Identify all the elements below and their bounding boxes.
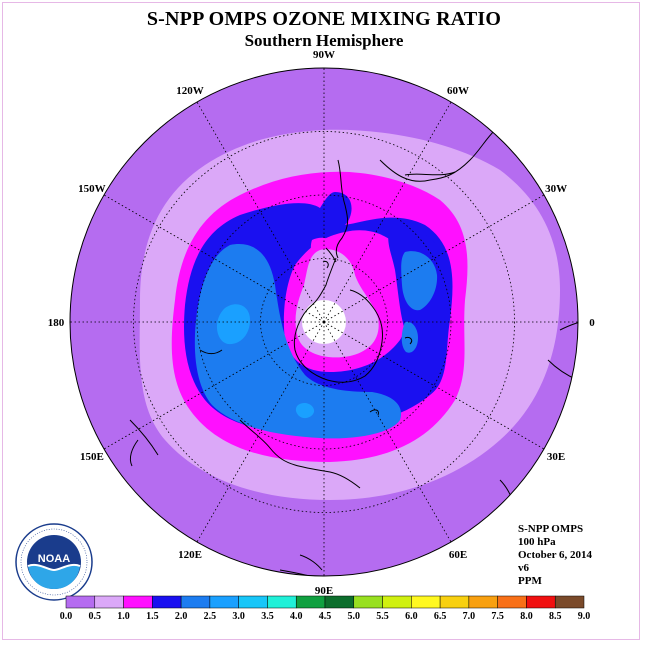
metadata-block: S-NPP OMPS 100 hPa October 6, 2014 v6 PP… [518, 523, 592, 588]
color-scale-tick: 3.5 [261, 611, 274, 622]
color-scale-tick: 7.0 [463, 611, 476, 622]
color-swatch [382, 595, 412, 609]
color-scale-tick: 7.5 [491, 611, 504, 622]
color-swatch [267, 595, 297, 609]
date-label: October 6, 2014 [518, 549, 593, 561]
color-swatch [123, 595, 153, 609]
band-2.5-3.0-south [295, 402, 315, 419]
latitude-circle [196, 194, 452, 450]
longitude-label: 30E [547, 451, 565, 463]
color-swatch [554, 595, 585, 609]
coast-south-america [335, 129, 496, 259]
color-scale-tick: 6.0 [405, 611, 418, 622]
color-swatch [324, 595, 355, 609]
color-swatch [526, 595, 556, 609]
color-swatch [65, 595, 96, 609]
coast-antarctica [293, 289, 383, 383]
coast-antarctic-peninsula [311, 247, 337, 306]
graticule [70, 68, 578, 576]
color-scale-tick: 2.0 [175, 611, 188, 622]
longitude-label: 30W [545, 183, 567, 195]
color-scale-tick: 0.5 [89, 611, 102, 622]
map-title: S-NPP OMPS OZONE MIXING RATIO [146, 8, 502, 30]
longitude-label: 150W [78, 183, 106, 195]
map-boundary [69, 67, 579, 577]
color-scale-tick: 1.5 [146, 611, 159, 622]
color-swatch [180, 595, 211, 609]
longitude-label: 90E [315, 585, 333, 597]
pressure-level-label: 100 hPa [518, 536, 556, 548]
longitude-label: 60W [447, 85, 469, 97]
coast-new-zealand [129, 419, 159, 467]
band-2.0-2.5 [194, 244, 402, 439]
figure-frame [2, 2, 640, 640]
instrument-label: S-NPP OMPS [518, 523, 584, 535]
color-scale-tick: 0.0 [60, 611, 73, 622]
longitude-label: 0 [589, 317, 595, 329]
longitude-labels: 90W 60W 30W 0 30E 60E 90E 120E 150E 180 150W 120W [48, 49, 596, 597]
color-scale-tick: 8.0 [520, 611, 533, 622]
band-2.5-3.0 [216, 304, 250, 345]
color-scale-tick: 5.0 [348, 611, 361, 622]
color-swatch [152, 595, 182, 609]
color-scale-tick: 9.0 [578, 611, 591, 622]
color-swatch [353, 595, 383, 609]
color-scale-labels: 0.0 0.5 1.0 1.5 2.0 2.5 3.0 3.5 4.0 4.5 5.0 5.5 6.0 6… [60, 611, 591, 622]
map-subtitle: Southern Hemisphere [244, 31, 404, 50]
longitude-label: 120E [178, 549, 202, 561]
band-2.0-2.5-east [401, 251, 438, 311]
color-scale-tick: 8.5 [549, 611, 562, 622]
color-scale-tick: 4.0 [290, 611, 303, 622]
coast-australia [199, 349, 361, 489]
logo-text: NOAA [38, 553, 70, 565]
band-2.0-2.5-east-small [401, 321, 418, 353]
longitude-label: 90W [313, 49, 335, 61]
color-scale-swatches [65, 595, 585, 609]
color-swatch [411, 595, 441, 609]
color-scale-tick: 3.0 [232, 611, 245, 622]
color-swatch [209, 595, 239, 609]
latitude-circle [133, 131, 515, 513]
noaa-logo: NOAA [15, 523, 93, 601]
ozone-field [70, 68, 578, 576]
color-swatch [497, 595, 527, 609]
units-label: PPM [518, 575, 542, 587]
latitude-circle [260, 258, 388, 386]
longitude-label: 60E [449, 549, 467, 561]
longitude-label: 120W [176, 85, 204, 97]
color-swatch [238, 595, 268, 609]
color-scale-tick: 4.5 [319, 611, 332, 622]
color-scale-tick: 5.5 [376, 611, 389, 622]
color-swatch [439, 595, 470, 609]
longitude-label: 150E [80, 451, 104, 463]
color-scale-tick: 1.0 [117, 611, 130, 622]
color-scale-tick: 2.5 [204, 611, 217, 622]
color-swatch [468, 595, 498, 609]
version-label: v6 [518, 562, 529, 574]
color-swatch [295, 595, 326, 609]
color-swatch [94, 595, 124, 609]
longitude-label: 180 [48, 317, 65, 329]
color-scale-tick: 6.5 [434, 611, 447, 622]
